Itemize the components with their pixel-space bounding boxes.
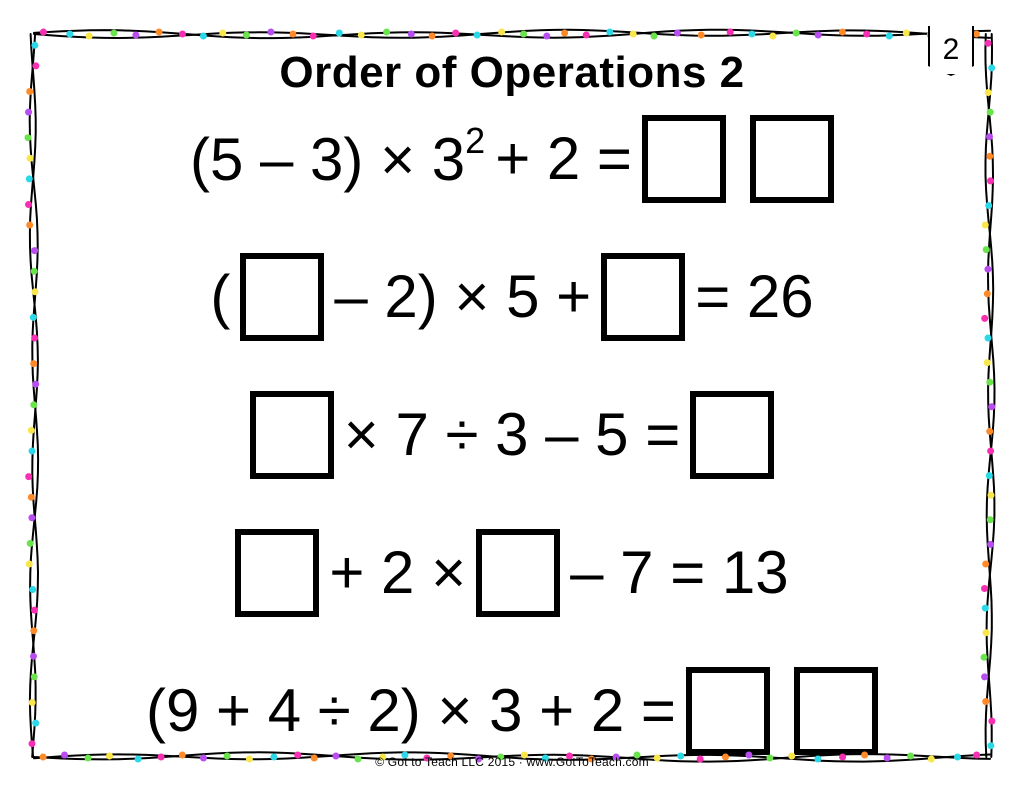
answer-box[interactable] — [235, 529, 319, 617]
answer-box[interactable] — [250, 391, 334, 479]
worksheet-title: Order of Operations 2 — [36, 48, 988, 98]
answer-box[interactable] — [476, 529, 560, 617]
answer-box[interactable] — [690, 391, 774, 479]
answer-box[interactable] — [240, 253, 324, 341]
problem-row: ( – 2) × 5 + = 26 — [210, 242, 813, 352]
equation-text: (9 + 4 ÷ 2) × 3 + 2 = — [146, 681, 676, 741]
answer-box[interactable] — [750, 115, 834, 203]
answer-box[interactable] — [794, 667, 878, 755]
equation-text: + 2 × — [329, 543, 466, 603]
equation-text: × 7 ÷ 3 – 5 = — [344, 405, 681, 465]
problem-row: × 7 ÷ 3 – 5 = — [250, 380, 775, 490]
equation-text: = 26 — [695, 267, 813, 327]
problem-row: (5 – 3) × 32 + 2 = — [190, 104, 834, 214]
answer-box[interactable] — [601, 253, 685, 341]
equation-text: – 7 = 13 — [570, 543, 789, 603]
equation-text: ( — [210, 267, 230, 327]
answer-box[interactable] — [642, 115, 726, 203]
worksheet-page: 2 Order of Operations 2 (5 – 3) × 32 + 2… — [0, 0, 1024, 791]
equation-text: + 2 = — [495, 129, 632, 189]
problem-row: (9 + 4 ÷ 2) × 3 + 2 = — [146, 656, 878, 766]
problem-row: + 2 × – 7 = 13 — [235, 518, 788, 628]
exponent: 2 — [465, 120, 485, 161]
page-number: 2 — [943, 33, 960, 67]
equation-text: (5 – 3) × 32 — [190, 129, 485, 190]
page-number-tab: 2 — [928, 26, 974, 76]
answer-box[interactable] — [686, 667, 770, 755]
problem-list: (5 – 3) × 32 + 2 = ( – 2) × 5 + = 26 × 7… — [36, 104, 988, 766]
copyright-footer: © Got to Teach LLC 2015 · www.GotToTeach… — [0, 755, 1024, 769]
equation-text: – 2) × 5 + — [334, 267, 591, 327]
